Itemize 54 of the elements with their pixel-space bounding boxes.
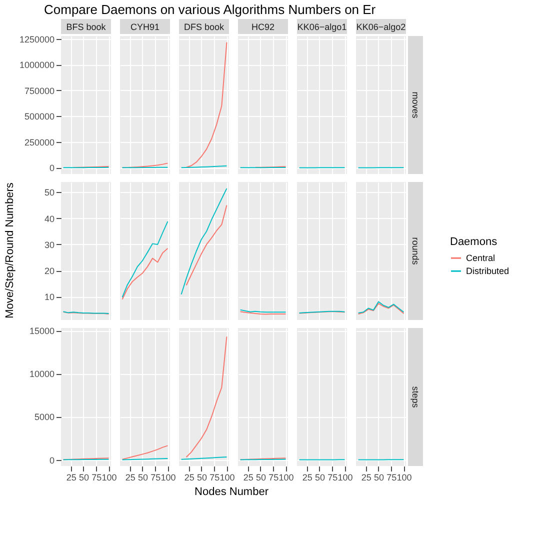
- x-tick-label: 25: [66, 472, 76, 482]
- y-tick-label: 750000: [24, 86, 54, 96]
- y-tick-label: 500000: [24, 112, 54, 122]
- y-tick-label: 1000000: [19, 60, 54, 70]
- y2-axis-title: moves: [410, 92, 420, 119]
- y2-axis-title: steps: [410, 386, 420, 408]
- legend-title: Daemons: [450, 236, 498, 248]
- x-tick-label: 25: [125, 472, 136, 482]
- y-tick-label: 15000: [29, 326, 54, 336]
- x-tick-label: 75: [92, 472, 102, 482]
- chart-title: CYH91: [130, 22, 160, 32]
- x-tick-label: 50: [374, 472, 384, 482]
- x-tick-label: 100: [338, 472, 353, 482]
- legend-label: Central: [466, 253, 496, 264]
- y-tick-label: 20: [44, 266, 54, 276]
- x-tick-label: 75: [268, 472, 279, 482]
- x-tick-label: 50: [256, 472, 266, 482]
- x-tick-label: 75: [210, 472, 220, 482]
- y-tick-label: 30: [44, 240, 54, 250]
- x-tick-label: 25: [184, 472, 194, 482]
- x-tick-label: 75: [386, 472, 397, 482]
- x-tick-label: 50: [314, 472, 325, 482]
- y2-axis-title: rounds: [410, 237, 420, 266]
- x-tick-label: 25: [361, 472, 372, 482]
- x-tick-label: 100: [102, 472, 117, 482]
- x-tick-label: 75: [150, 472, 161, 482]
- y-tick-label: 50: [44, 188, 54, 198]
- x-tick-label: 100: [396, 472, 412, 482]
- y-tick-label: 10: [44, 292, 54, 302]
- x-axis-title: Nodes Number: [194, 486, 269, 498]
- y-tick-label: 40: [44, 214, 54, 224]
- y-tick-label: 0: [49, 455, 54, 466]
- y-axis-title: Move/Step/Round Numbers: [4, 182, 16, 318]
- x-tick-label: 100: [220, 472, 235, 482]
- y-tick-label: 5000: [34, 412, 54, 422]
- chart-title: BFS book: [66, 22, 106, 32]
- x-tick-label: 25: [302, 472, 312, 482]
- x-tick-label: 25: [243, 472, 254, 482]
- legend-label: Distributed: [466, 266, 510, 276]
- y-tick-label: 10000: [29, 369, 54, 380]
- y-tick-label: 250000: [24, 137, 54, 148]
- x-tick-label: 50: [196, 472, 207, 482]
- x-tick-label: 50: [138, 472, 148, 482]
- chart-title: DFS book: [184, 22, 224, 32]
- text: Compare Daemons on various Algorithms Numbers on Er: [44, 2, 376, 17]
- x-tick-label: 50: [78, 472, 89, 482]
- x-tick-label: 75: [328, 472, 338, 482]
- chart-title: KK06−algo2: [356, 22, 406, 32]
- chart-title: HC92: [251, 22, 275, 32]
- x-tick-label: 100: [160, 472, 176, 482]
- y-tick-label: 0: [49, 163, 54, 174]
- x-tick-label: 100: [278, 472, 294, 482]
- y-tick-label: 1250000: [19, 34, 54, 44]
- chart-title: KK06−algo1: [297, 22, 347, 32]
